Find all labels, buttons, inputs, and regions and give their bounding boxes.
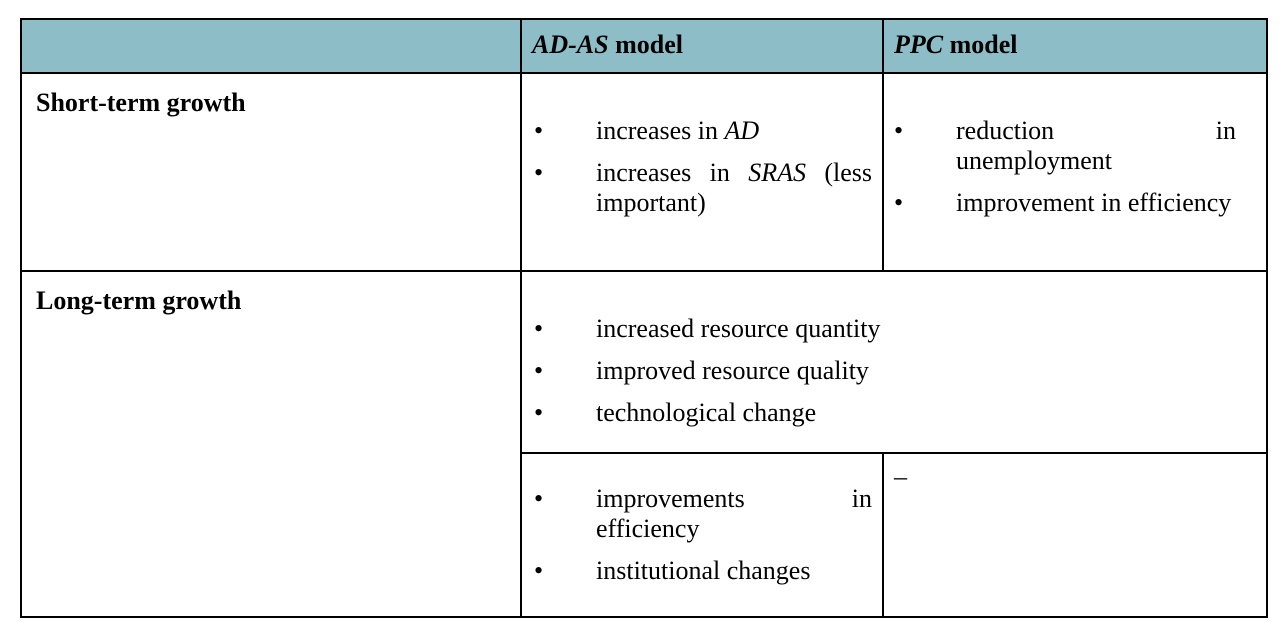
- text-run: increased resource quantity: [596, 314, 881, 343]
- text-run: technological change: [596, 398, 817, 427]
- text-run: reduction in unemployment: [956, 116, 1236, 175]
- cell: increased resource quantity improved reso…: [520, 270, 1268, 454]
- bullet-item: improvement in efficiency: [892, 188, 1236, 218]
- bullet-item: improved resource quality: [532, 356, 1232, 386]
- bullet-item: increases in AD: [532, 116, 872, 146]
- bullet-item: increased resource quantity: [532, 314, 1232, 344]
- row-label: Short-term growth: [36, 88, 246, 117]
- bullet-item: reduction in unemployment: [892, 116, 1236, 176]
- cell: improvements in efficiency institutional …: [520, 452, 884, 618]
- row-label-cell: Short-term growth: [20, 72, 522, 272]
- header-cell: AD-AS model: [520, 18, 884, 74]
- text-run: PPC: [894, 30, 944, 59]
- text-run: improvements in efficiency: [596, 484, 872, 543]
- header-text: AD-AS model: [532, 30, 683, 60]
- cell: reduction in unemployment improvement in …: [882, 72, 1268, 272]
- text-run: (less important): [596, 158, 872, 217]
- bullet-item: increases in SRAS (less important): [532, 158, 872, 218]
- row-label: Long-term growth: [36, 286, 242, 315]
- text-run: increases in: [596, 116, 725, 145]
- text-run: SRAS: [748, 158, 806, 187]
- text-run: increases in: [596, 158, 749, 187]
- bullet-list: increases in ADincreases in SRAS (less i…: [532, 116, 872, 230]
- bullet-list: improvements in efficiency institutional …: [532, 484, 872, 598]
- header-cell: PPC model: [882, 18, 1268, 74]
- row-label-cell: Long-term growth: [20, 270, 522, 618]
- text-run: model: [608, 30, 683, 59]
- empty-marker: –: [894, 462, 907, 491]
- bullet-list: reduction in unemployment improvement in …: [892, 116, 1236, 230]
- cell: increases in ADincreases in SRAS (less i…: [520, 72, 884, 272]
- text-run: AD: [724, 116, 760, 145]
- text-run: AD-AS: [532, 30, 609, 59]
- text-run: improved resource quality: [596, 356, 869, 385]
- bullet-item: technological change: [532, 398, 1232, 428]
- header-text: PPC model: [894, 30, 1018, 60]
- text-run: institutional changes: [596, 556, 811, 585]
- bullet-list: increased resource quantity improved reso…: [532, 314, 1232, 440]
- text-run: improvement in efficiency: [956, 188, 1232, 217]
- bullet-item: improvements in efficiency: [532, 484, 872, 544]
- text-run: model: [943, 30, 1018, 59]
- bullet-item: institutional changes: [532, 556, 872, 586]
- cell: –: [882, 452, 1268, 618]
- header-cell: [20, 18, 522, 74]
